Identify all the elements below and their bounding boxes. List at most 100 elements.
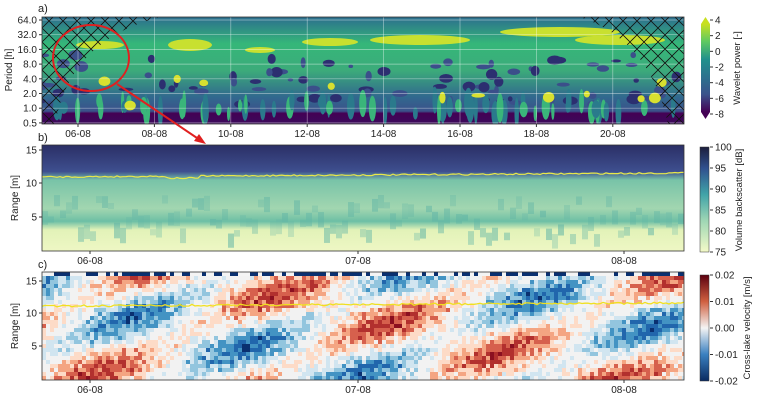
velocity-cell	[278, 328, 282, 332]
velocity-cell	[362, 376, 366, 380]
velocity-cell	[478, 324, 482, 328]
velocity-cell	[486, 332, 490, 336]
velocity-cell	[638, 320, 642, 324]
velocity-cell	[558, 312, 562, 316]
velocity-cell	[430, 356, 434, 360]
velocity-cell	[246, 328, 250, 332]
power-burst-mark	[565, 89, 572, 113]
velocity-cell	[458, 364, 462, 368]
velocity-cell	[390, 308, 394, 312]
velocity-cell	[370, 332, 374, 336]
velocity-cell	[386, 340, 390, 344]
velocity-cell	[362, 332, 366, 336]
velocity-cell	[602, 372, 606, 376]
velocity-cell	[66, 312, 70, 316]
power-burst-mark	[437, 95, 441, 124]
velocity-cell	[94, 284, 98, 288]
velocity-cell	[678, 280, 682, 284]
velocity-cell	[202, 296, 206, 300]
velocity-cell	[270, 340, 274, 344]
velocity-cell	[638, 376, 642, 380]
velocity-cell	[146, 324, 150, 328]
velocity-cell	[654, 356, 658, 360]
velocity-cell	[538, 356, 542, 360]
velocity-cell	[362, 328, 366, 332]
velocity-cell	[594, 352, 598, 356]
velocity-cell	[102, 352, 106, 356]
velocity-cell	[206, 364, 210, 368]
velocity-cell	[106, 368, 110, 372]
velocity-cell	[566, 372, 570, 376]
velocity-cell	[458, 332, 462, 336]
velocity-cell	[98, 300, 102, 304]
velocity-cell	[518, 304, 522, 308]
velocity-cell	[114, 316, 118, 320]
velocity-cell	[382, 272, 386, 276]
velocity-cell	[570, 288, 574, 292]
velocity-cell	[598, 328, 602, 332]
velocity-cell	[414, 308, 418, 312]
velocity-cell	[474, 376, 478, 380]
velocity-cell	[362, 324, 366, 328]
velocity-cell	[450, 296, 454, 300]
velocity-cell	[490, 368, 494, 372]
velocity-cell	[546, 304, 550, 308]
velocity-cell	[266, 376, 270, 380]
velocity-cell	[278, 276, 282, 280]
velocity-cell	[214, 344, 218, 348]
velocity-cell	[254, 304, 258, 308]
velocity-cell	[74, 364, 78, 368]
velocity-cell	[138, 276, 142, 280]
velocity-cell	[506, 356, 510, 360]
velocity-cell	[86, 336, 90, 340]
velocity-cell	[314, 276, 318, 280]
velocity-cell	[390, 272, 394, 276]
velocity-cell	[190, 372, 194, 376]
velocity-cell	[146, 288, 150, 292]
velocity-cell	[486, 304, 490, 308]
velocity-cell	[250, 328, 254, 332]
velocity-cell	[66, 364, 70, 368]
velocity-cell	[658, 288, 662, 292]
velocity-cell	[282, 328, 286, 332]
velocity-cell	[606, 352, 610, 356]
velocity-cell	[274, 336, 278, 340]
velocity-cell	[102, 332, 106, 336]
power-low-mark	[249, 79, 262, 85]
velocity-cell	[262, 340, 266, 344]
velocity-cell	[46, 316, 50, 320]
velocity-cell	[354, 364, 358, 368]
velocity-cell	[194, 296, 198, 300]
velocity-cell	[482, 316, 486, 320]
velocity-cell	[246, 360, 250, 364]
velocity-cell	[110, 292, 114, 296]
velocity-cell	[42, 308, 46, 312]
velocity-cell	[502, 352, 506, 356]
velocity-cell	[502, 348, 506, 352]
velocity-cell	[286, 364, 290, 368]
velocity-cell	[42, 320, 46, 324]
velocity-cell	[178, 352, 182, 356]
velocity-cell	[566, 296, 570, 300]
velocity-cell	[454, 352, 458, 356]
velocity-cell	[310, 360, 314, 364]
velocity-cell	[122, 320, 126, 324]
panel-a: a) Period [h] 64.032.016.08.04.02.01.00.…	[4, 3, 743, 144]
velocity-cell	[370, 296, 374, 300]
velocity-cell	[246, 280, 250, 284]
velocity-cell	[582, 340, 586, 344]
velocity-cell	[474, 284, 478, 288]
velocity-cell	[414, 312, 418, 316]
velocity-cell	[218, 296, 222, 300]
velocity-cell	[458, 348, 462, 352]
velocity-cell	[346, 308, 350, 312]
velocity-cell	[422, 308, 426, 312]
velocity-cell	[542, 280, 546, 284]
velocity-cell	[214, 352, 218, 356]
velocity-cell	[442, 372, 446, 376]
backscatter-mark	[480, 228, 486, 238]
velocity-cell	[638, 340, 642, 344]
velocity-cell	[94, 356, 98, 360]
velocity-cell	[386, 304, 390, 308]
